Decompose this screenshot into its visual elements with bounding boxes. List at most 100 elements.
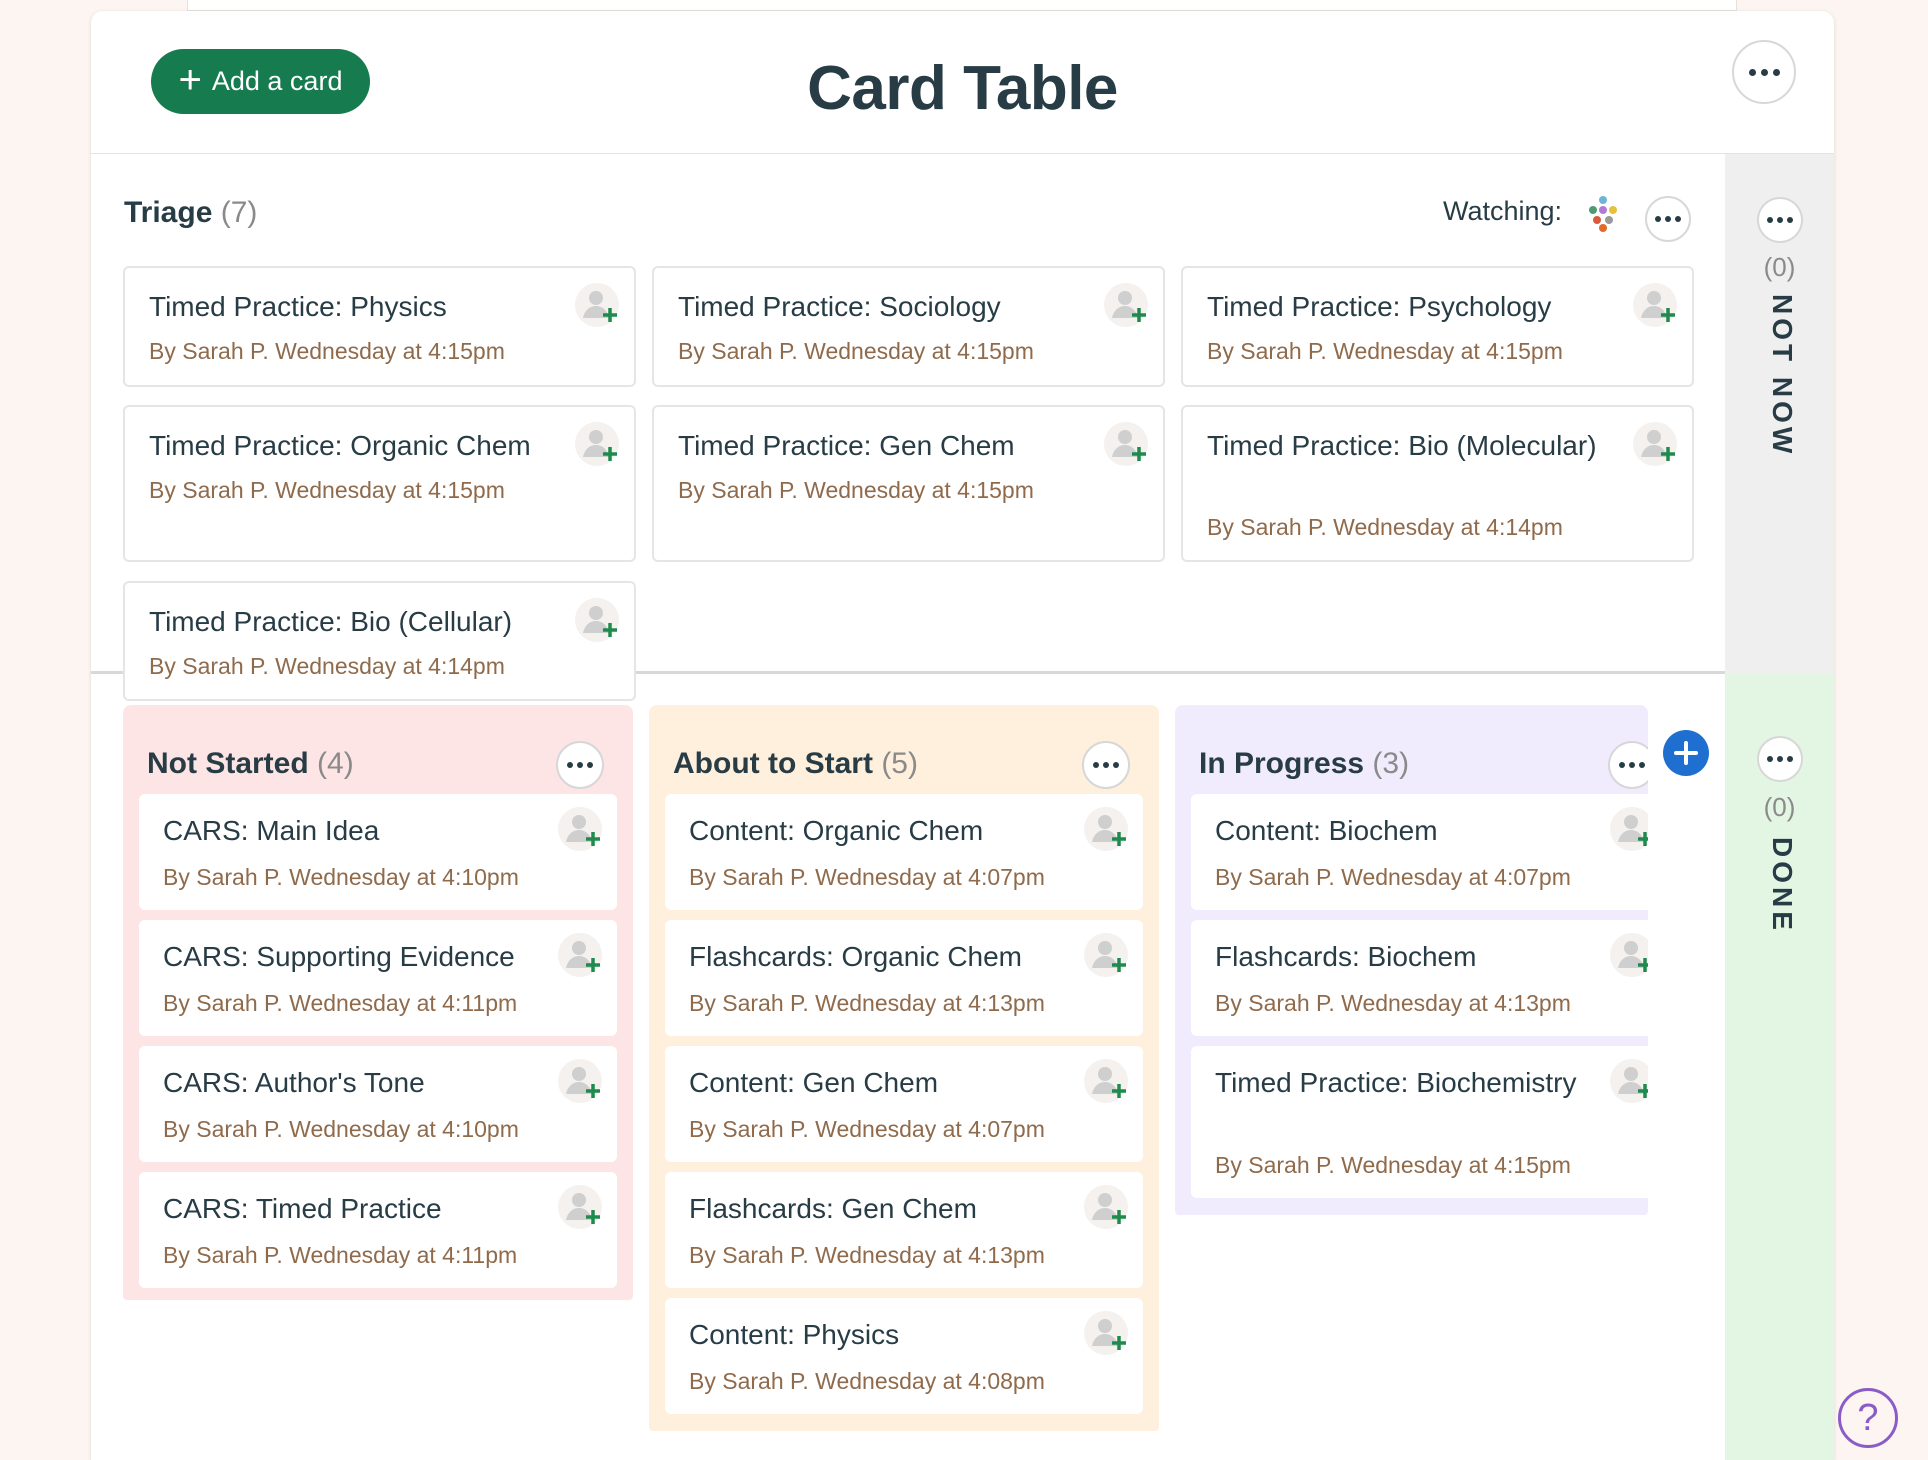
column-title: About to Start (5) bbox=[673, 747, 918, 781]
card-title: Flashcards: Biochem bbox=[1215, 941, 1477, 972]
dot bbox=[577, 762, 583, 768]
card-meta: By Sarah P. Wednesday at 4:15pm bbox=[678, 477, 1034, 503]
assign-person-icon[interactable] bbox=[1081, 1182, 1131, 1232]
column-card[interactable]: Timed Practice: Biochemistry By Sarah P.… bbox=[1191, 1046, 1648, 1198]
card-meta: By Sarah P. Wednesday at 4:07pm bbox=[689, 864, 1045, 890]
triage-card[interactable]: Timed Practice: Organic Chem By Sarah P.… bbox=[123, 405, 636, 562]
column-count: (4) bbox=[317, 747, 354, 780]
assign-person-icon[interactable] bbox=[1630, 280, 1680, 330]
assign-person-icon[interactable] bbox=[1101, 280, 1151, 330]
card-meta: By Sarah P. Wednesday at 4:07pm bbox=[1215, 864, 1571, 890]
card-meta: By Sarah P. Wednesday at 4:15pm bbox=[678, 338, 1034, 364]
column-card[interactable]: Content: Biochem By Sarah P. Wednesday a… bbox=[1191, 794, 1648, 910]
card-title: Timed Practice: Biochemistry bbox=[1215, 1067, 1577, 1098]
column-card[interactable]: Content: Physics By Sarah P. Wednesday a… bbox=[665, 1298, 1143, 1414]
column-count: (3) bbox=[1372, 747, 1410, 780]
help-button[interactable]: ? bbox=[1838, 1388, 1898, 1448]
column-card[interactable]: Flashcards: Gen Chem By Sarah P. Wednesd… bbox=[665, 1172, 1143, 1288]
triage-card[interactable]: Timed Practice: Psychology By Sarah P. W… bbox=[1181, 266, 1694, 387]
dot bbox=[1748, 68, 1756, 76]
column-not-started: Not Started (4) CARS: Main Idea By Sarah… bbox=[123, 705, 633, 1300]
dot bbox=[1103, 762, 1109, 768]
card-title: Timed Practice: Physics bbox=[149, 291, 447, 322]
column-options-button[interactable] bbox=[556, 741, 604, 789]
dot bbox=[567, 762, 573, 768]
assign-person-icon[interactable] bbox=[555, 930, 605, 980]
column-card[interactable]: CARS: Main Idea By Sarah P. Wednesday at… bbox=[139, 794, 617, 910]
column-title-text: In Progress bbox=[1199, 747, 1365, 780]
card-table-page: + Add a card Card Table Triage (7) Watch… bbox=[91, 11, 1834, 1460]
assign-person-icon[interactable] bbox=[572, 419, 622, 469]
dot bbox=[1665, 216, 1671, 222]
assign-person-icon[interactable] bbox=[1630, 419, 1680, 469]
plus-icon bbox=[1674, 741, 1698, 765]
column-title: In Progress (3) bbox=[1199, 747, 1409, 781]
column-card[interactable]: CARS: Timed Practice By Sarah P. Wednesd… bbox=[139, 1172, 617, 1288]
triage-card[interactable]: Timed Practice: Bio (Molecular) By Sarah… bbox=[1181, 405, 1694, 562]
assign-person-icon[interactable] bbox=[1081, 930, 1131, 980]
triage-card[interactable]: Timed Practice: Physics By Sarah P. Wedn… bbox=[123, 266, 636, 387]
header-options-button[interactable] bbox=[1732, 40, 1796, 104]
assign-person-icon[interactable] bbox=[1101, 419, 1151, 469]
assign-person-icon[interactable] bbox=[1607, 804, 1648, 854]
column-card[interactable]: CARS: Author's Tone By Sarah P. Wednesda… bbox=[139, 1046, 617, 1162]
card-title: Content: Organic Chem bbox=[689, 815, 984, 846]
dot bbox=[1787, 217, 1793, 223]
dot bbox=[1093, 762, 1099, 768]
card-meta: By Sarah P. Wednesday at 4:13pm bbox=[1215, 990, 1571, 1016]
card-title: Content: Physics bbox=[689, 1319, 900, 1350]
column-count: (5) bbox=[881, 747, 918, 780]
column-card[interactable]: CARS: Supporting Evidence By Sarah P. We… bbox=[139, 920, 617, 1036]
card-meta: By Sarah P. Wednesday at 4:14pm bbox=[1207, 514, 1563, 540]
assign-person-icon[interactable] bbox=[1081, 1308, 1131, 1358]
column-card[interactable]: Flashcards: Organic Chem By Sarah P. Wed… bbox=[665, 920, 1143, 1036]
watchers-icon[interactable] bbox=[1581, 192, 1625, 236]
not-now-label: NOT NOW bbox=[1767, 294, 1798, 458]
add-card-button[interactable]: + Add a card bbox=[151, 49, 370, 114]
done-options-button[interactable] bbox=[1757, 736, 1803, 782]
dot bbox=[1639, 762, 1645, 768]
card-title: CARS: Main Idea bbox=[163, 815, 380, 846]
done-column[interactable]: (0) DONE bbox=[1725, 674, 1834, 1460]
assign-person-icon[interactable] bbox=[1607, 1056, 1648, 1106]
column-card[interactable]: Content: Organic Chem By Sarah P. Wednes… bbox=[665, 794, 1143, 910]
card-title: Flashcards: Gen Chem bbox=[689, 1193, 977, 1224]
assign-person-icon[interactable] bbox=[555, 804, 605, 854]
not-now-options-button[interactable] bbox=[1757, 197, 1803, 243]
triage-card[interactable]: Timed Practice: Gen Chem By Sarah P. Wed… bbox=[652, 405, 1165, 562]
assign-person-icon[interactable] bbox=[1607, 930, 1648, 980]
card-title: Timed Practice: Bio (Cellular) bbox=[149, 606, 513, 637]
column-card[interactable]: Flashcards: Biochem By Sarah P. Wednesda… bbox=[1191, 920, 1648, 1036]
card-title: CARS: Timed Practice bbox=[163, 1193, 442, 1224]
card-title: Timed Practice: Sociology bbox=[678, 291, 1001, 322]
card-meta: By Sarah P. Wednesday at 4:15pm bbox=[149, 477, 505, 503]
dot bbox=[1619, 762, 1625, 768]
column-options-button[interactable] bbox=[1608, 741, 1648, 789]
assign-person-icon[interactable] bbox=[555, 1056, 605, 1106]
card-meta: By Sarah P. Wednesday at 4:15pm bbox=[149, 338, 505, 364]
assign-person-icon[interactable] bbox=[1081, 1056, 1131, 1106]
triage-card[interactable]: Timed Practice: Bio (Cellular) By Sarah … bbox=[123, 581, 636, 701]
dot bbox=[1772, 68, 1780, 76]
assign-person-icon[interactable] bbox=[572, 595, 622, 645]
add-column-button[interactable] bbox=[1663, 730, 1709, 776]
assign-person-icon[interactable] bbox=[572, 280, 622, 330]
triage-card[interactable]: Timed Practice: Sociology By Sarah P. We… bbox=[652, 266, 1165, 387]
card-title: Timed Practice: Gen Chem bbox=[678, 430, 1015, 461]
triage-options-button[interactable] bbox=[1645, 196, 1691, 242]
dot bbox=[1760, 68, 1768, 76]
column-in-progress: In Progress (3) Content: Biochem By Sara… bbox=[1175, 705, 1648, 1215]
assign-person-icon[interactable] bbox=[1081, 804, 1131, 854]
column-options-button[interactable] bbox=[1082, 741, 1130, 789]
dot bbox=[1629, 762, 1635, 768]
not-now-column[interactable]: (0) NOT NOW bbox=[1725, 154, 1834, 674]
dot bbox=[1777, 756, 1783, 762]
column-card[interactable]: Content: Gen Chem By Sarah P. Wednesday … bbox=[665, 1046, 1143, 1162]
assign-person-icon[interactable] bbox=[555, 1182, 605, 1232]
card-meta: By Sarah P. Wednesday at 4:15pm bbox=[1215, 1152, 1571, 1178]
done-label: DONE bbox=[1767, 837, 1798, 934]
background-page-edge bbox=[187, 0, 1737, 11]
page-title: Card Table bbox=[807, 54, 1118, 123]
card-title: Timed Practice: Psychology bbox=[1207, 291, 1552, 322]
card-meta: By Sarah P. Wednesday at 4:10pm bbox=[163, 864, 519, 890]
